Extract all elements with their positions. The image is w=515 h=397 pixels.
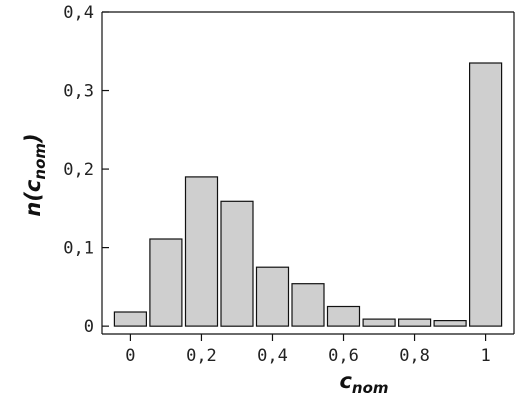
y-tick-label-4: 0,4 bbox=[63, 3, 94, 23]
bar-7 bbox=[362, 318, 396, 327]
y-tick-label-2: 0,2 bbox=[63, 160, 94, 180]
bar-4 bbox=[255, 266, 290, 327]
x-tick-label-0: 0 bbox=[125, 346, 135, 366]
bar-6 bbox=[326, 305, 361, 327]
y-tick-group: 0 0,1 0,2 0,3 0,4 bbox=[63, 3, 109, 337]
x-tick-group: 0 0,2 0,4 0,6 0,8 1 bbox=[125, 334, 491, 366]
y-axis-title-main: c bbox=[21, 179, 45, 192]
x-tick-label-5: 1 bbox=[480, 346, 490, 366]
bar-1 bbox=[149, 238, 183, 327]
x-tick-label-2: 0,4 bbox=[257, 346, 288, 366]
bar-3 bbox=[220, 200, 254, 327]
bar-group bbox=[113, 62, 503, 327]
y-axis-title-pre: n( bbox=[21, 192, 45, 217]
x-tick-label-3: 0,6 bbox=[328, 346, 359, 366]
bar-10 bbox=[469, 62, 503, 327]
x-tick-label-4: 0,8 bbox=[399, 346, 430, 366]
x-axis-title: cnom bbox=[339, 369, 388, 397]
y-tick-label-0: 0 bbox=[84, 317, 94, 337]
bar-8 bbox=[398, 318, 432, 327]
y-axis-title-post: ) bbox=[21, 133, 45, 144]
y-axis-title-sub: nom bbox=[31, 143, 49, 180]
bar-0 bbox=[113, 311, 148, 327]
y-tick-label-1: 0,1 bbox=[63, 239, 94, 259]
x-axis-title-main: c bbox=[339, 369, 352, 393]
y-tick-label-3: 0,3 bbox=[63, 82, 94, 102]
x-tick-label-1: 0,2 bbox=[186, 346, 217, 366]
x-axis-title-sub: nom bbox=[352, 379, 389, 397]
bar-2 bbox=[184, 176, 219, 327]
bar-9 bbox=[433, 320, 467, 327]
bar-5 bbox=[291, 283, 325, 327]
y-axis-title: n(cnom) bbox=[21, 133, 49, 216]
